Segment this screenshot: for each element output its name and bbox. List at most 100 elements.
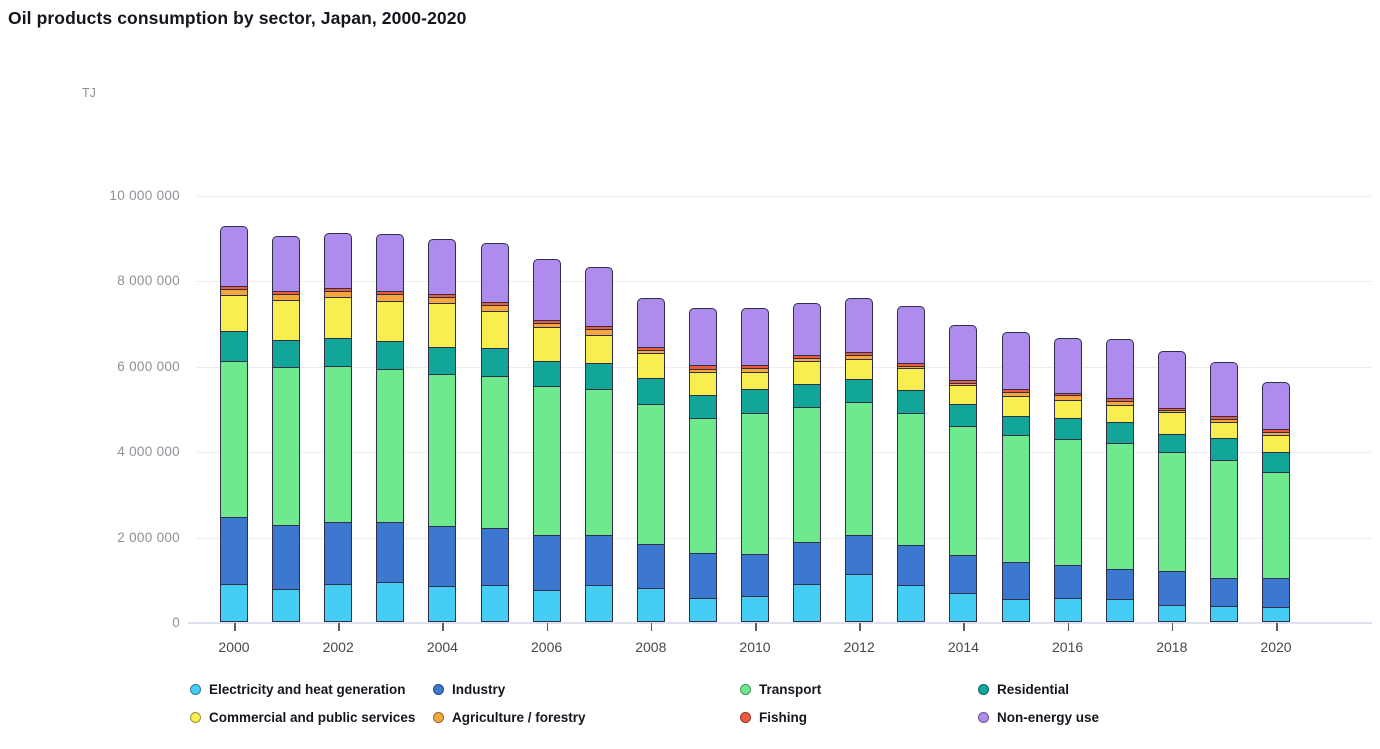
bar-2017[interactable] (1105, 339, 1134, 622)
bar-segment[interactable] (584, 388, 613, 536)
bar-2019[interactable] (1209, 361, 1238, 622)
bar-segment[interactable] (1209, 459, 1238, 580)
bar-segment[interactable] (949, 426, 978, 557)
bar-segment[interactable] (532, 590, 561, 622)
bar-segment[interactable] (376, 301, 405, 343)
bar-segment[interactable] (636, 353, 665, 380)
bar-segment[interactable] (897, 368, 926, 392)
bar-segment[interactable] (480, 585, 509, 622)
bar-segment[interactable] (845, 298, 874, 354)
bar-segment[interactable] (532, 259, 561, 322)
bar-segment[interactable] (428, 586, 457, 622)
bar-2007[interactable] (584, 267, 613, 622)
bar-segment[interactable] (1001, 435, 1030, 564)
bar-segment[interactable] (688, 417, 717, 555)
bar-segment[interactable] (793, 406, 822, 544)
bar-segment[interactable] (532, 361, 561, 388)
bar-segment[interactable] (584, 363, 613, 391)
bar-segment[interactable] (1157, 604, 1186, 622)
bar-segment[interactable] (1105, 421, 1134, 445)
bar-segment[interactable] (428, 346, 457, 376)
bar-segment[interactable] (793, 384, 822, 408)
bar-segment[interactable] (1053, 564, 1082, 600)
bar-segment[interactable] (949, 593, 978, 622)
bar-segment[interactable] (949, 324, 978, 382)
bar-segment[interactable] (1105, 404, 1134, 424)
bar-segment[interactable] (324, 297, 353, 340)
bar-2001[interactable] (272, 235, 301, 622)
bar-segment[interactable] (845, 378, 874, 404)
bar-segment[interactable] (636, 543, 665, 590)
bar-segment[interactable] (1262, 451, 1290, 474)
bar-segment[interactable] (584, 534, 613, 587)
bar-segment[interactable] (1209, 421, 1238, 440)
bar-2013[interactable] (897, 305, 926, 622)
bar-segment[interactable] (1157, 351, 1186, 409)
bar-segment[interactable] (793, 360, 822, 386)
bar-2002[interactable] (324, 233, 353, 622)
bar-segment[interactable] (220, 360, 248, 519)
legend-item-industry[interactable]: Industry (433, 682, 505, 697)
bar-segment[interactable] (845, 535, 874, 576)
bar-segment[interactable] (1053, 418, 1082, 441)
bar-2000[interactable] (220, 226, 248, 622)
bar-segment[interactable] (1105, 569, 1134, 601)
bar-2014[interactable] (949, 324, 978, 622)
legend-item-transport[interactable]: Transport (740, 682, 821, 697)
bar-segment[interactable] (272, 339, 301, 369)
bar-2009[interactable] (688, 308, 717, 622)
bar-segment[interactable] (636, 298, 665, 349)
bar-segment[interactable] (532, 386, 561, 537)
bar-segment[interactable] (688, 372, 717, 397)
bar-segment[interactable] (741, 412, 769, 556)
bar-segment[interactable] (688, 394, 717, 420)
bar-segment[interactable] (376, 340, 405, 370)
bar-segment[interactable] (949, 404, 978, 428)
bar-segment[interactable] (480, 376, 509, 530)
bar-segment[interactable] (220, 330, 248, 363)
bar-2015[interactable] (1001, 331, 1030, 622)
bar-segment[interactable] (324, 522, 353, 586)
bar-segment[interactable] (1262, 381, 1290, 431)
bar-segment[interactable] (845, 574, 874, 622)
bar-segment[interactable] (741, 389, 769, 414)
bar-segment[interactable] (636, 378, 665, 406)
bar-segment[interactable] (793, 302, 822, 356)
bar-segment[interactable] (1105, 339, 1134, 400)
bar-2008[interactable] (636, 298, 665, 622)
bar-segment[interactable] (272, 299, 301, 342)
bar-2018[interactable] (1157, 351, 1186, 622)
bar-2004[interactable] (428, 238, 457, 622)
bar-segment[interactable] (688, 597, 717, 622)
bar-segment[interactable] (636, 403, 665, 545)
bar-segment[interactable] (1209, 361, 1238, 418)
bar-2011[interactable] (793, 302, 822, 622)
bar-segment[interactable] (376, 581, 405, 622)
bar-segment[interactable] (1001, 562, 1030, 600)
bar-segment[interactable] (1053, 438, 1082, 567)
legend-item-commercial-and-public-services[interactable]: Commercial and public services (190, 710, 415, 725)
bar-segment[interactable] (376, 234, 405, 293)
bar-segment[interactable] (949, 555, 978, 595)
bar-segment[interactable] (532, 535, 561, 592)
bar-segment[interactable] (1001, 415, 1030, 437)
bar-2010[interactable] (741, 308, 769, 622)
legend-item-fishing[interactable]: Fishing (740, 710, 807, 725)
bar-segment[interactable] (1053, 337, 1082, 395)
bar-segment[interactable] (1262, 435, 1290, 453)
bar-segment[interactable] (376, 368, 405, 524)
bar-segment[interactable] (480, 528, 509, 587)
bar-segment[interactable] (324, 338, 353, 368)
legend-item-residential[interactable]: Residential (978, 682, 1069, 697)
bar-segment[interactable] (949, 385, 978, 406)
bar-segment[interactable] (584, 267, 613, 327)
bar-segment[interactable] (272, 235, 301, 293)
bar-segment[interactable] (1157, 451, 1186, 573)
bar-segment[interactable] (897, 390, 926, 415)
bar-segment[interactable] (636, 588, 665, 622)
bar-segment[interactable] (1262, 471, 1290, 580)
bar-segment[interactable] (1001, 396, 1030, 418)
bar-segment[interactable] (428, 526, 457, 588)
bar-2016[interactable] (1053, 337, 1082, 622)
bar-2006[interactable] (532, 259, 561, 622)
